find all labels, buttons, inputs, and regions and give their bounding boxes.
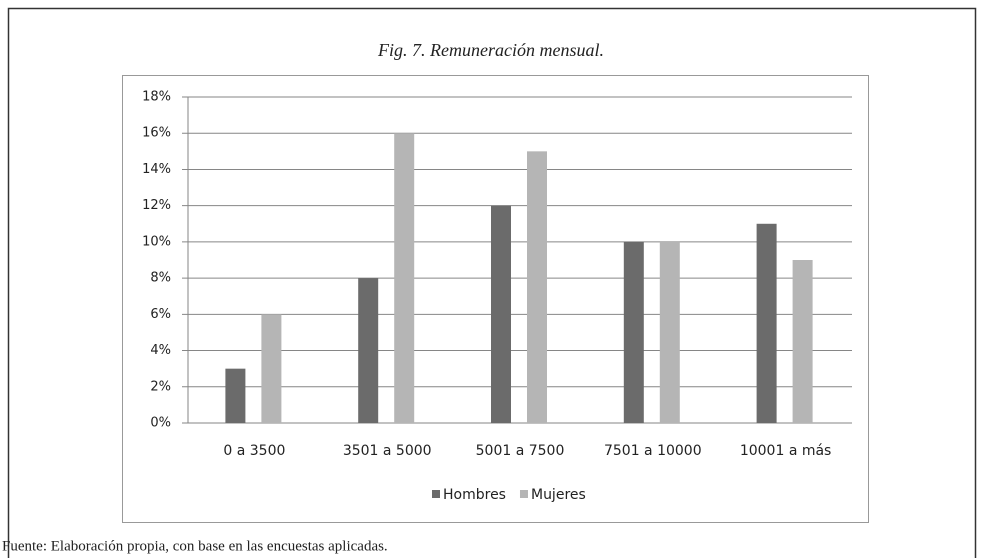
bar <box>756 223 777 423</box>
x-tick-label: 5001 a 7500 <box>476 443 565 459</box>
bar <box>358 278 379 423</box>
bar <box>225 368 246 423</box>
bar <box>261 314 282 423</box>
x-tick-label: 3501 a 5000 <box>343 443 432 459</box>
y-tick-label: 14% <box>142 162 171 177</box>
legend-swatch <box>519 490 528 498</box>
y-tick-label: 12% <box>142 198 171 213</box>
bar <box>491 205 511 423</box>
source-note: Fuente: Elaboración propia, con base en … <box>2 538 388 554</box>
y-tick-label: 2% <box>150 379 171 394</box>
bar <box>623 241 644 423</box>
legend-label: Hombres <box>443 487 506 503</box>
y-tick-label: 16% <box>142 126 171 141</box>
legend-label: Mujeres <box>531 487 586 503</box>
bar <box>394 133 415 423</box>
outer-frame <box>7 7 977 558</box>
y-tick-label: 18% <box>142 90 171 105</box>
y-tick-label: 0% <box>150 416 171 431</box>
x-tick-label: 0 a 3500 <box>223 443 285 459</box>
legend-swatch <box>432 490 440 498</box>
x-tick-label: 7501 a 10000 <box>604 443 702 459</box>
y-tick-label: 10% <box>142 234 171 249</box>
y-tick-label: 8% <box>150 271 171 286</box>
y-tick-label: 4% <box>150 343 171 358</box>
x-tick-label: 10001 a más <box>740 443 832 459</box>
chart-title: Fig. 7. Remuneración mensual. <box>377 40 604 60</box>
y-tick-label: 6% <box>150 307 171 322</box>
bar <box>527 151 547 424</box>
bar <box>659 241 680 423</box>
bar <box>792 260 813 423</box>
